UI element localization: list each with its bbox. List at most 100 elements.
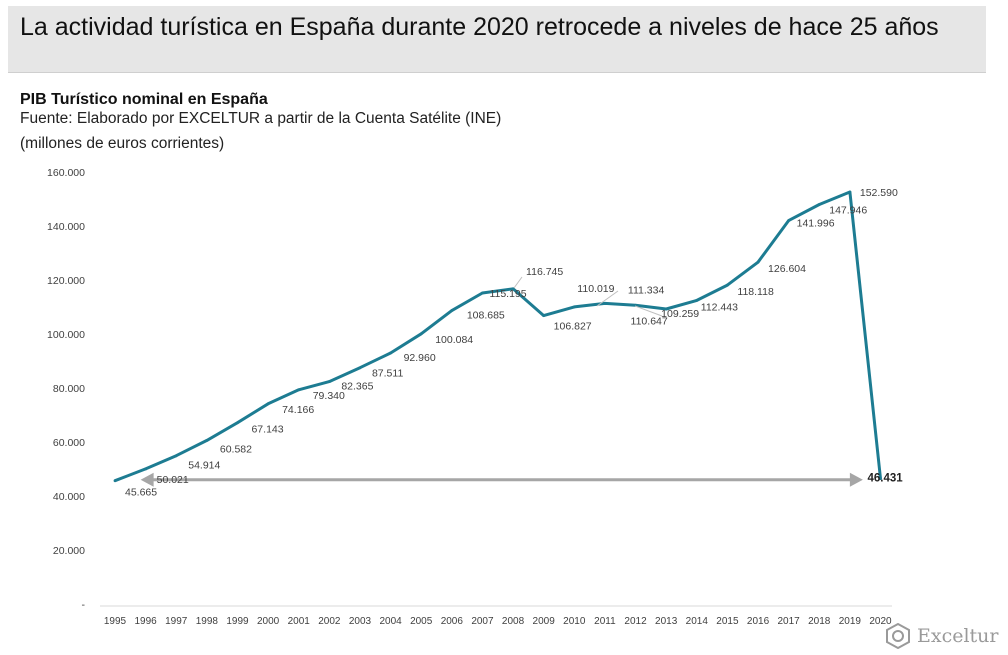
data-point [419,332,423,336]
data-label: 109.259 [661,308,699,320]
x-tick-label: 2008 [502,616,525,627]
data-label: 116.745 [526,266,563,278]
x-tick-label: 1997 [165,616,188,627]
series-line [114,190,882,483]
data-point [726,283,729,287]
data-point [664,307,668,311]
y-tick-label: 40.000 [53,491,85,503]
data-point [205,439,209,442]
x-tick-label: 2002 [318,616,341,627]
y-tick-label: 60.000 [53,437,85,449]
title-bar: La actividad turística en España durante… [8,6,986,73]
data-point [389,351,392,355]
data-label: 110.647 [631,315,668,327]
data-point [817,203,821,206]
data-point [113,479,117,483]
x-tick-label: 2019 [839,616,862,627]
data-label: 110.019 [577,283,614,295]
x-tick-label: 2013 [655,616,678,627]
data-label: 152.590 [860,187,898,199]
data-label: 147.946 [829,205,867,217]
x-tick-label: 1996 [134,616,157,627]
data-point [542,314,546,317]
x-tick-label: 2005 [410,616,433,627]
x-tick-label: 2017 [778,616,801,627]
y-tick-label: 20.000 [53,545,85,557]
x-tick-label: 2009 [533,616,556,627]
data-point [450,309,454,312]
logo-text: Exceltur [917,625,999,647]
x-tick-label: 2016 [747,616,770,627]
data-label: 54.914 [188,460,220,472]
data-label: 82.365 [341,381,373,393]
data-label: 46.431 [868,473,904,485]
range-arrow-head-left [140,472,154,487]
data-label: 67.143 [251,424,283,436]
data-label: 106.827 [554,321,592,333]
data-point [603,301,607,305]
x-tick-label: 2004 [379,616,402,627]
data-label: 45.665 [125,487,157,499]
x-tick-label: 2000 [257,616,280,627]
data-point [695,299,699,302]
x-tick-label: 2011 [594,616,616,627]
data-point [879,477,882,481]
label-leader-line [596,290,619,307]
data-label: 92.960 [404,352,436,364]
data-point [144,467,148,471]
data-point [297,388,301,392]
y-tick-label: 80.000 [53,383,85,395]
data-label: 141.996 [797,218,835,230]
x-tick-label: 1998 [196,616,219,627]
x-tick-label: 2014 [686,616,709,627]
chart-units: (millones de euros corrientes) [20,135,225,152]
x-tick-label: 2018 [808,616,831,627]
data-label: 50.021 [157,474,189,486]
page-title: La actividad turística en España durante… [20,13,939,41]
data-point [327,380,331,384]
data-point [266,402,270,406]
exceltur-logo: Exceltur [885,618,1005,654]
data-point [481,291,484,295]
data-label: 112.443 [701,301,738,313]
x-tick-label: 1999 [226,616,249,627]
x-tick-label: 2010 [563,616,586,627]
x-tick-label: 2020 [869,616,892,627]
data-label: 108.685 [467,310,505,322]
x-tick-label: 2007 [471,616,494,627]
data-point [511,287,515,291]
data-label: 74.166 [282,404,314,416]
x-tick-label: 2006 [441,616,464,627]
data-point [848,190,852,194]
data-label: 79.340 [313,390,345,402]
exceltur-logo-icon [886,623,910,649]
data-label: 111.334 [628,284,665,296]
data-point [572,305,576,309]
chart-source: Fuente: Elaborado por EXCELTUR a partir … [20,110,502,127]
x-tick-label: 1995 [104,616,127,627]
y-tick-label: 140.000 [47,221,85,233]
data-label: 126.604 [768,263,806,275]
data-point [358,366,362,370]
y-tick-label: 120.000 [47,275,85,287]
data-label: 87.511 [372,368,403,380]
y-tick-label: - [82,599,86,611]
data-point [236,421,239,425]
data-label: 115.195 [489,288,526,300]
x-tick-label: 2015 [716,616,739,627]
y-tick-label: 160.000 [47,167,85,179]
data-label: 60.582 [220,443,252,455]
range-arrow-head-right [849,472,863,487]
data-point [787,219,791,223]
label-leader-line [634,305,663,317]
data-label: 100.084 [435,334,473,346]
x-tick-label: 2001 [288,616,311,627]
data-label: 118.118 [737,286,774,298]
chart-subtitle: PIB Turístico nominal en España [20,91,268,108]
data-point [756,260,760,264]
label-leader-line [513,276,523,289]
x-tick-label: 2012 [624,616,647,627]
y-tick-label: 100.000 [47,329,85,341]
data-point [174,454,178,458]
